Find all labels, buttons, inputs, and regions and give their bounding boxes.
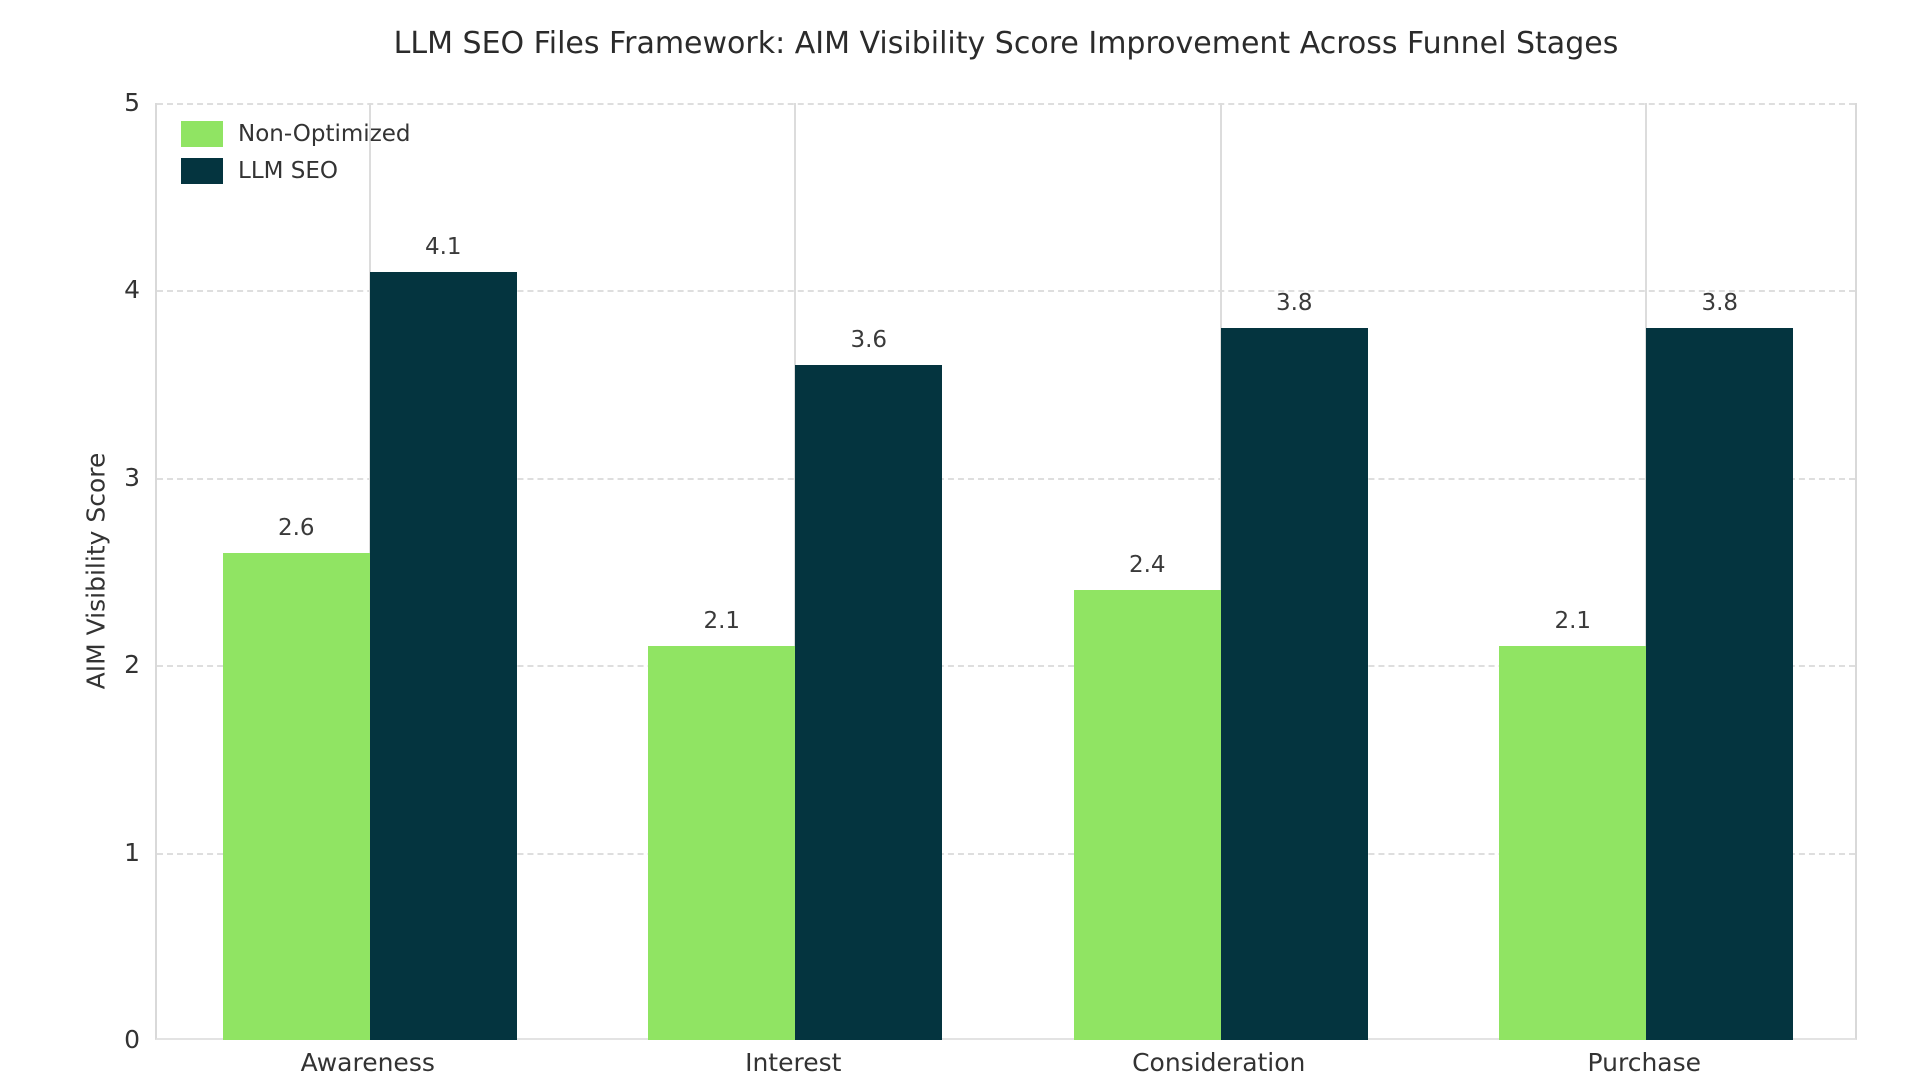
- gridline-y-4: [157, 290, 1855, 293]
- y-tick-label-2: 2: [124, 650, 140, 680]
- legend-item: Non-Optimized: [181, 121, 411, 147]
- bar-value-label: 3.8: [1701, 289, 1739, 316]
- gridline-y-3: [157, 477, 1855, 480]
- plot-area: 2.6 4.1 2.1 3.6 2.4 3.8 2.1 3.8 Non-Optimized LL…: [155, 103, 1857, 1040]
- y-tick-label-0: 0: [124, 1025, 140, 1054]
- bar-value-label: 3.8: [1275, 289, 1313, 316]
- x-tick-label-interest: Interest: [745, 1048, 842, 1077]
- legend-item: LLM SEO: [181, 158, 411, 184]
- bar-value-label: 2.1: [703, 608, 741, 635]
- x-tick-label-consideration: Consideration: [1132, 1048, 1306, 1077]
- bar-llm-seo-purchase: [1646, 327, 1794, 1040]
- bar-llm-seo-interest: [795, 365, 943, 1040]
- gridline-y-5: [157, 103, 1855, 105]
- bar-value-label: 2.1: [1554, 608, 1592, 635]
- bar-non-optimized-awareness: [222, 552, 370, 1040]
- y-tick-label-3: 3: [124, 462, 140, 492]
- legend-label: Non-Optimized: [238, 121, 411, 147]
- chart-title: LLM SEO Files Framework: AIM Visibility …: [393, 26, 1619, 61]
- y-tick-label-5: 5: [124, 88, 140, 117]
- x-tick-label-awareness: Awareness: [300, 1048, 435, 1077]
- bar-value-label: 2.6: [277, 514, 315, 541]
- bar-llm-seo-consideration: [1220, 327, 1368, 1040]
- gridline-y-2: [157, 665, 1855, 668]
- bar-non-optimized-consideration: [1073, 590, 1221, 1040]
- bar-non-optimized-purchase: [1499, 646, 1647, 1040]
- bar-non-optimized-interest: [648, 646, 796, 1040]
- x-tick-label-purchase: Purchase: [1587, 1048, 1702, 1077]
- y-tick-label-1: 1: [124, 837, 140, 867]
- legend-swatch-llm-seo: [181, 158, 223, 184]
- legend: Non-Optimized LLM SEO: [181, 121, 411, 195]
- y-tick-label-4: 4: [124, 275, 140, 305]
- bar-value-label: 3.6: [850, 327, 888, 354]
- bar-value-label: 2.4: [1128, 552, 1166, 579]
- legend-swatch-non-optimized: [181, 121, 223, 147]
- bar-value-label: 4.1: [424, 233, 462, 260]
- gridline-y-1: [157, 852, 1855, 855]
- bar-llm-seo-awareness: [369, 271, 517, 1040]
- legend-label: LLM SEO: [238, 158, 339, 184]
